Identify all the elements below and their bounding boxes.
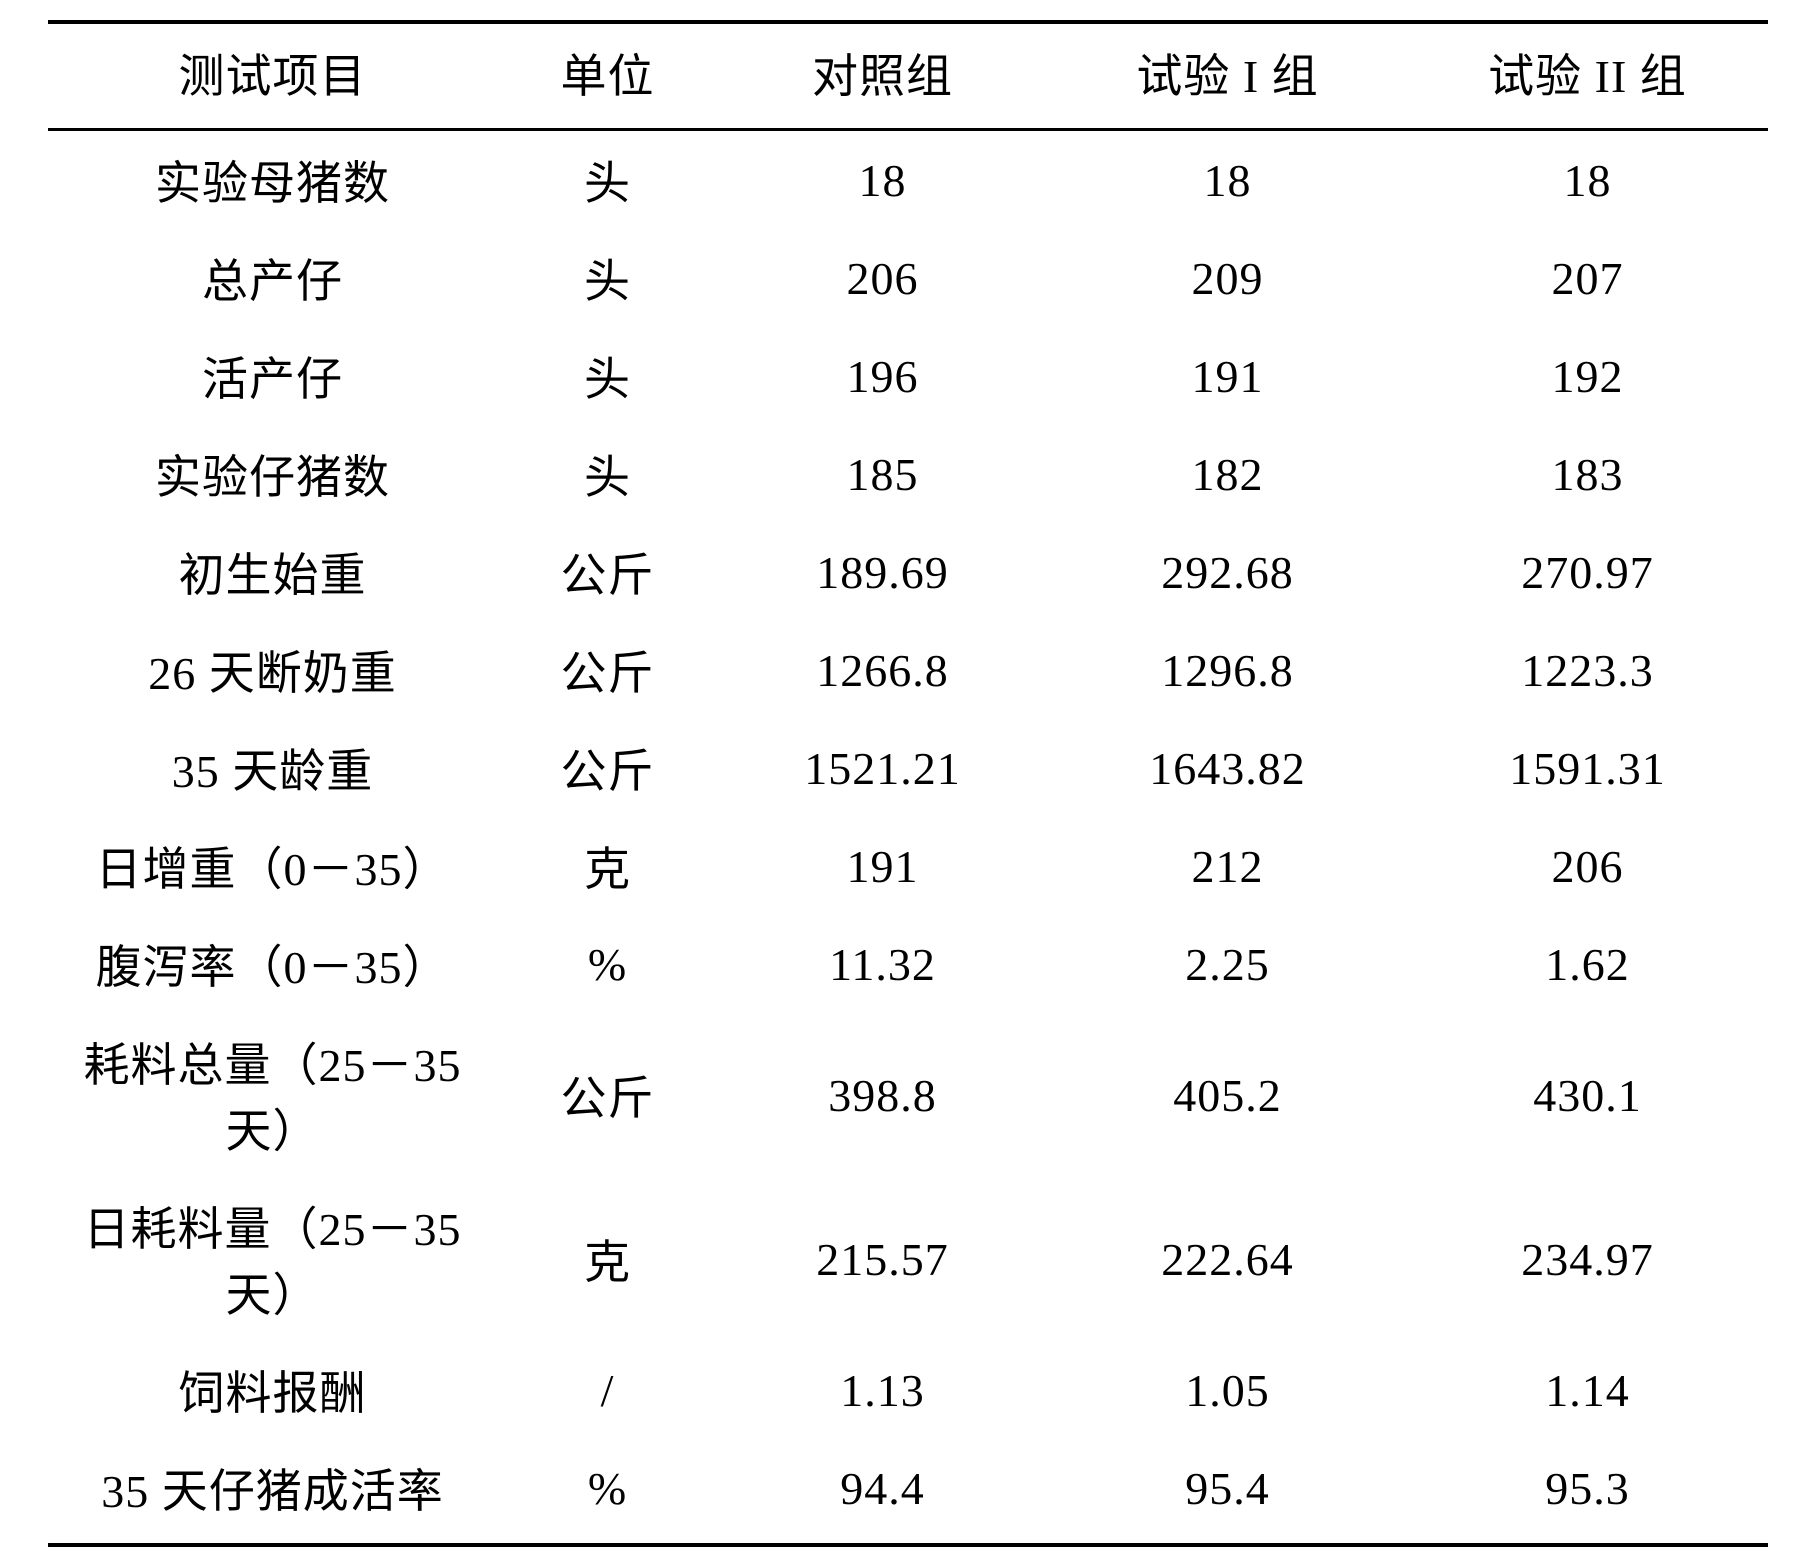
cell: 212	[1048, 817, 1408, 915]
table-row: 总产仔 头 206 209 207	[48, 229, 1768, 327]
cell: 191	[1048, 327, 1408, 425]
cell: 实验仔猪数	[48, 425, 498, 523]
table-row: 腹泻率（0－35） % 11.32 2.25 1.62	[48, 915, 1768, 1013]
cell: 实验母猪数	[48, 130, 498, 230]
cell: 1521.21	[718, 719, 1048, 817]
cell: 11.32	[718, 915, 1048, 1013]
cell: 206	[1408, 817, 1768, 915]
cell: 公斤	[498, 719, 718, 817]
cell: 1.62	[1408, 915, 1768, 1013]
cell: 头	[498, 425, 718, 523]
cell: /	[498, 1341, 718, 1439]
table-body: 实验母猪数 头 18 18 18 总产仔 头 206 209 207 活产仔 头…	[48, 130, 1768, 1546]
cell: 1.05	[1048, 1341, 1408, 1439]
cell: 初生始重	[48, 523, 498, 621]
cell: 公斤	[498, 1013, 718, 1177]
table-row: 35 天龄重 公斤 1521.21 1643.82 1591.31	[48, 719, 1768, 817]
table-row: 实验母猪数 头 18 18 18	[48, 130, 1768, 230]
cell: 18	[1408, 130, 1768, 230]
cell: 35 天龄重	[48, 719, 498, 817]
cell: 185	[718, 425, 1048, 523]
table-row: 26 天断奶重 公斤 1266.8 1296.8 1223.3	[48, 621, 1768, 719]
cell: 430.1	[1408, 1013, 1768, 1177]
cell: 189.69	[718, 523, 1048, 621]
cell: 270.97	[1408, 523, 1768, 621]
cell: 222.64	[1048, 1177, 1408, 1341]
cell: 1643.82	[1048, 719, 1408, 817]
cell: 克	[498, 817, 718, 915]
cell: 1591.31	[1408, 719, 1768, 817]
cell: 头	[498, 229, 718, 327]
col-header: 试验 I 组	[1048, 22, 1408, 130]
cell: 192	[1408, 327, 1768, 425]
cell: 1296.8	[1048, 621, 1408, 719]
header-row: 测试项目 单位 对照组 试验 I 组 试验 II 组	[48, 22, 1768, 130]
cell: 腹泻率（0－35）	[48, 915, 498, 1013]
table-row: 实验仔猪数 头 185 182 183	[48, 425, 1768, 523]
cell: %	[498, 915, 718, 1013]
cell: 94.4	[718, 1439, 1048, 1545]
cell: 饲料报酬	[48, 1341, 498, 1439]
cell: 209	[1048, 229, 1408, 327]
table-row: 活产仔 头 196 191 192	[48, 327, 1768, 425]
col-header: 对照组	[718, 22, 1048, 130]
cell: 191	[718, 817, 1048, 915]
cell: 日耗料量（25－35 天）	[48, 1177, 498, 1341]
cell: 1266.8	[718, 621, 1048, 719]
cell: 18	[1048, 130, 1408, 230]
col-header: 测试项目	[48, 22, 498, 130]
table-row: 日耗料量（25－35 天） 克 215.57 222.64 234.97	[48, 1177, 1768, 1341]
cell: 公斤	[498, 621, 718, 719]
cell: 292.68	[1048, 523, 1408, 621]
cell: 405.2	[1048, 1013, 1408, 1177]
cell: 总产仔	[48, 229, 498, 327]
table-row: 日增重（0－35） 克 191 212 206	[48, 817, 1768, 915]
cell: 26 天断奶重	[48, 621, 498, 719]
cell: 日增重（0－35）	[48, 817, 498, 915]
cell: 2.25	[1048, 915, 1408, 1013]
cell: 207	[1408, 229, 1768, 327]
cell: 1.13	[718, 1341, 1048, 1439]
cell: 克	[498, 1177, 718, 1341]
table-head: 测试项目 单位 对照组 试验 I 组 试验 II 组	[48, 22, 1768, 130]
cell: 183	[1408, 425, 1768, 523]
cell: 95.4	[1048, 1439, 1408, 1545]
cell: %	[498, 1439, 718, 1545]
table-row: 耗料总量（25－35 天） 公斤 398.8 405.2 430.1	[48, 1013, 1768, 1177]
table-row: 初生始重 公斤 189.69 292.68 270.97	[48, 523, 1768, 621]
cell: 196	[718, 327, 1048, 425]
col-header: 试验 II 组	[1408, 22, 1768, 130]
cell: 398.8	[718, 1013, 1048, 1177]
cell: 18	[718, 130, 1048, 230]
cell: 35 天仔猪成活率	[48, 1439, 498, 1545]
table-row: 饲料报酬 / 1.13 1.05 1.14	[48, 1341, 1768, 1439]
cell: 耗料总量（25－35 天）	[48, 1013, 498, 1177]
cell: 头	[498, 130, 718, 230]
col-header: 单位	[498, 22, 718, 130]
cell: 234.97	[1408, 1177, 1768, 1341]
cell: 215.57	[718, 1177, 1048, 1341]
cell: 1223.3	[1408, 621, 1768, 719]
data-table: 测试项目 单位 对照组 试验 I 组 试验 II 组 实验母猪数 头 18 18…	[48, 20, 1768, 1547]
cell: 公斤	[498, 523, 718, 621]
cell: 182	[1048, 425, 1408, 523]
cell: 活产仔	[48, 327, 498, 425]
cell: 206	[718, 229, 1048, 327]
cell: 1.14	[1408, 1341, 1768, 1439]
page: 测试项目 单位 对照组 试验 I 组 试验 II 组 实验母猪数 头 18 18…	[0, 20, 1815, 1263]
table-row: 35 天仔猪成活率 % 94.4 95.4 95.3	[48, 1439, 1768, 1545]
cell: 头	[498, 327, 718, 425]
cell: 95.3	[1408, 1439, 1768, 1545]
